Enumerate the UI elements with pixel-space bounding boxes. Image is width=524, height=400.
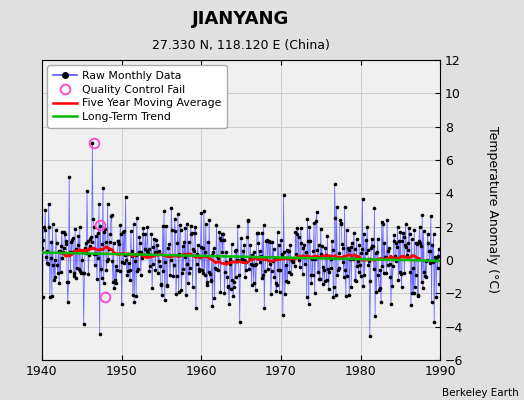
Text: 27.330 N, 118.120 E (China): 27.330 N, 118.120 E (China)	[152, 39, 330, 52]
Text: JIANYANG: JIANYANG	[192, 10, 290, 28]
Text: Berkeley Earth: Berkeley Earth	[442, 388, 519, 398]
Y-axis label: Temperature Anomaly (°C): Temperature Anomaly (°C)	[486, 126, 499, 294]
Legend: Raw Monthly Data, Quality Control Fail, Five Year Moving Average, Long-Term Tren: Raw Monthly Data, Quality Control Fail, …	[47, 66, 227, 128]
